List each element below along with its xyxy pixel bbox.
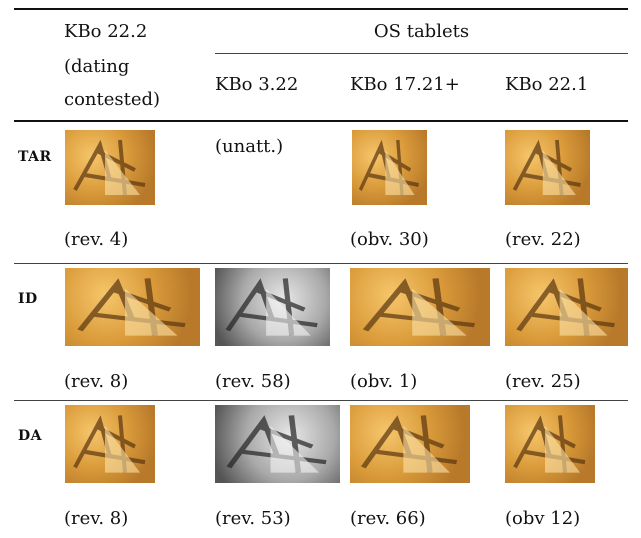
header-col1: (dating [64, 56, 130, 77]
sign-photo [505, 405, 595, 483]
sign-photo [505, 130, 590, 205]
sign-label: TAR [18, 149, 52, 165]
cell-caption: (rev. 58) [215, 371, 291, 392]
cell-caption: (obv 12) [505, 508, 581, 529]
cell-caption: (rev. 66) [350, 508, 426, 529]
cell-caption: (rev. 25) [505, 371, 581, 392]
cell-caption: (obv. 1) [350, 371, 418, 392]
sign-photo [65, 405, 155, 483]
cell-caption: (rev. 8) [64, 371, 129, 392]
sign-photo [350, 405, 470, 483]
sign-photo [65, 268, 200, 346]
sign-label: ID [18, 291, 38, 307]
cell-note: (unatt.) [215, 136, 284, 157]
sign-photo [65, 130, 155, 205]
header-col1: KBo 22.2 [64, 21, 148, 42]
sign-photo [352, 130, 427, 205]
cell-caption: (rev. 22) [505, 229, 581, 250]
cell-caption: (rev. 8) [64, 508, 129, 529]
top-rule [14, 8, 628, 10]
sign-photo [215, 405, 340, 483]
cell-caption: (obv. 30) [350, 229, 429, 250]
group-rule [215, 53, 628, 54]
sign-photo [215, 268, 330, 346]
sign-label: DA [18, 428, 43, 444]
row-rule [14, 400, 628, 401]
cell-caption: (rev. 53) [215, 508, 291, 529]
row-rule [14, 263, 628, 264]
header-subcol: KBo 3.22 [215, 74, 299, 95]
sign-photo [505, 268, 628, 346]
header-rule [14, 120, 628, 122]
header-col1: contested) [64, 89, 161, 110]
header-subcol: KBo 17.21+ [350, 74, 460, 95]
header-subcol: KBo 22.1 [505, 74, 589, 95]
header-group: OS tablets [373, 21, 470, 42]
sign-photo [350, 268, 490, 346]
cell-caption: (rev. 4) [64, 229, 129, 250]
